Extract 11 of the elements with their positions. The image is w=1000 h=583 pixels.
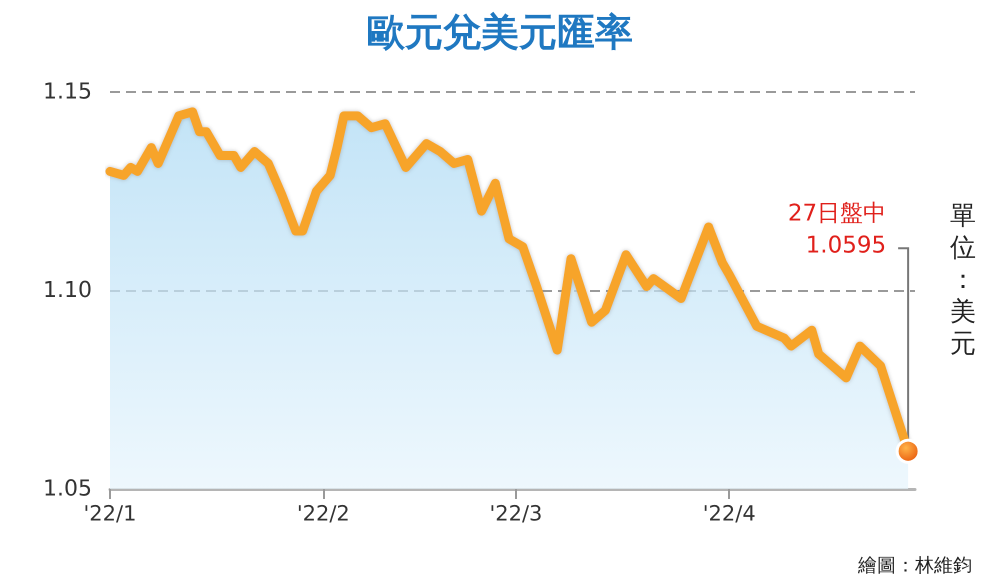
annotation: 27日盤中 1.0595 xyxy=(788,200,886,258)
x-tick-label: '22/1 xyxy=(84,502,136,526)
y-tick-label: 1.05 xyxy=(43,476,92,502)
x-tick-label: '22/2 xyxy=(296,502,350,526)
chart-title: 歐元兌美元匯率 xyxy=(367,10,633,54)
y-tick-label: 1.15 xyxy=(43,80,92,104)
x-tick-label: '22/4 xyxy=(702,502,756,526)
y-tick-label: 1.10 xyxy=(43,278,92,303)
y-axis-title: 單位：美元 xyxy=(950,201,976,359)
text: 繪圖：林維鈞 xyxy=(857,554,972,576)
x-tick-label: '22/3 xyxy=(489,502,542,526)
